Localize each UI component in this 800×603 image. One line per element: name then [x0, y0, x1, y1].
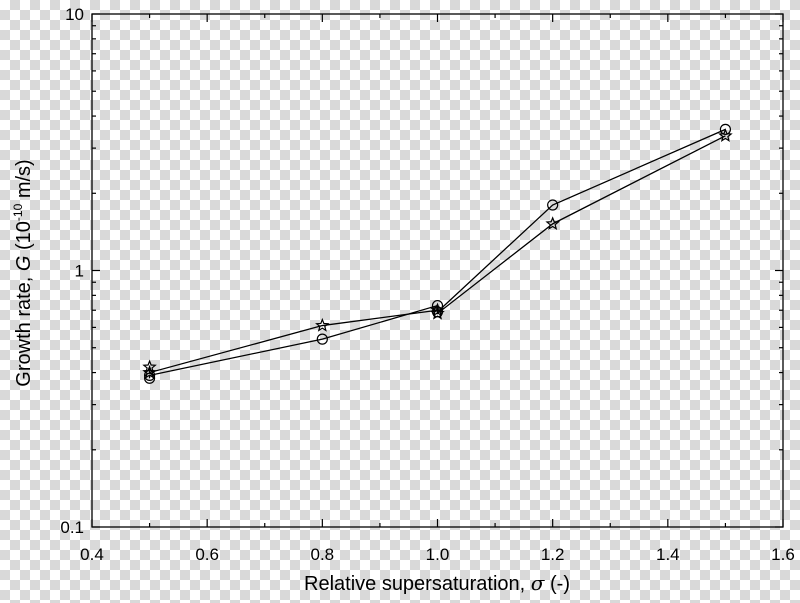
circle-marker	[143, 372, 156, 384]
plot-area	[91, 13, 784, 528]
plot-frame	[91, 13, 784, 528]
star-marker	[718, 128, 733, 143]
y-axis-label: Growth rate, G (10-10 m/s)	[11, 159, 35, 386]
x-tick-label: 0.8	[311, 545, 335, 564]
circle-marker	[547, 199, 559, 211]
circle-marker	[719, 123, 732, 135]
circle-marker	[316, 333, 328, 345]
series-line	[148, 135, 726, 374]
y-tick-label: 10	[65, 5, 84, 24]
y-axis: 0.1 1 10	[60, 5, 783, 537]
y-tick-label: 0.1	[60, 518, 84, 537]
star-marker	[430, 302, 445, 317]
star-marker	[315, 317, 330, 332]
x-axis: 0.4 0.6 0.8 1.0 1.2 1.4 1.6	[80, 14, 795, 564]
x-tick-label: 1.4	[656, 545, 680, 564]
x-tick-label: 1.6	[771, 545, 795, 564]
x-tick-label: 0.6	[195, 545, 219, 564]
x-axis-label: Relative supersaturation, σ (-)	[304, 571, 570, 595]
series-1	[143, 123, 732, 384]
star-marker	[142, 359, 157, 374]
series-group	[142, 123, 733, 384]
series-2	[142, 128, 733, 379]
star-marker	[142, 364, 157, 379]
x-tick-label: 0.4	[80, 545, 104, 564]
x-tick-label: 1.0	[426, 545, 450, 564]
star-marker	[430, 305, 445, 320]
y-tick-label: 1	[75, 262, 84, 281]
x-tick-label: 1.2	[541, 545, 565, 564]
series-line	[148, 128, 726, 379]
star-marker	[545, 216, 560, 231]
